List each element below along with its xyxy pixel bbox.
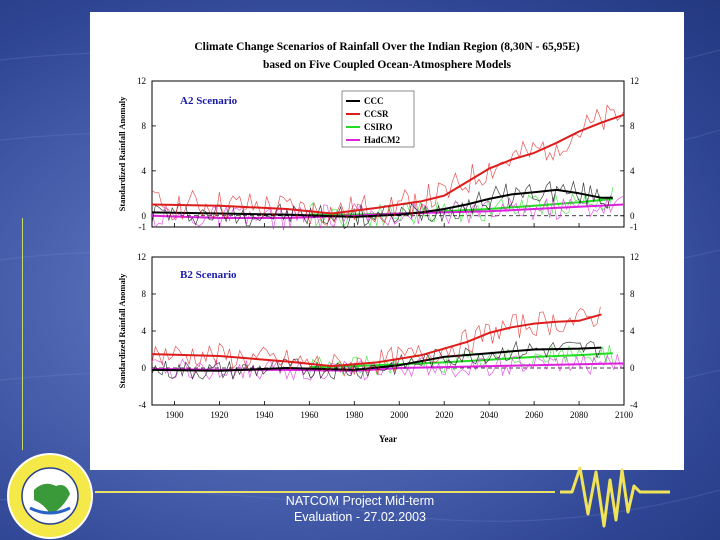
y-tick-label: 4 [142,326,147,336]
logo-wave-icon [29,506,71,515]
y-tick-label: 8 [142,289,147,299]
decorative-vertical-line [22,218,23,450]
series-line-ccsr [151,113,625,215]
squiggle-line [560,466,670,528]
seismograph-decoration [560,466,670,528]
panel-b2-scenario-label: B2 Scenario [180,269,237,281]
x-tick-label: 2060 [525,410,544,420]
y-tick-label-right: 8 [630,121,635,131]
series-noise-ccsr [151,104,625,226]
series-line-ccsr [151,313,602,368]
x-tick-label: 2020 [435,410,454,420]
rainfall-scenario-figure: Climate Change Scenarios of Rainfall Ove… [117,41,639,444]
chart-title-line2: based on Five Coupled Ocean-Atmosphere M… [263,59,512,71]
chart-title-line1: Climate Change Scenarios of Rainfall Ove… [194,41,580,53]
y-tick-label: 12 [137,76,146,86]
x-tick-label: 2100 [615,410,634,420]
panel-a2: Standardized Rainfall Anomaly A2 Scenari… [117,76,639,232]
y-tick-label-right: 0 [630,363,635,373]
panel-a2-frame [151,80,625,228]
y-tick-label-right: -1 [630,222,638,232]
panel-b2-ylabel: Standardized Rainfall Anomaly [117,273,127,389]
y-tick-label: 8 [142,121,147,131]
y-tick-label: -4 [139,400,147,410]
y-tick-label: 4 [142,166,147,176]
x-tick-label: 2080 [570,410,589,420]
series-noise-hadcm2 [151,196,625,231]
chart-panel: Climate Change Scenarios of Rainfall Ove… [90,12,684,470]
logo-map-icon [34,483,70,514]
x-axis-ticks: 1900 1920 1940 1960 1980 2000 2020 2040 2060 2080… [165,223,634,420]
footer-accent-line [95,491,555,493]
y-tick-label-right: -4 [630,400,638,410]
y-tick-label-right: 4 [630,326,635,336]
y-tick-label-right: 12 [630,76,639,86]
x-tick-label: 1900 [165,410,184,420]
legend-label-ccsr: CCSR [364,109,389,119]
y-tick-label-right: 4 [630,166,635,176]
y-tick-label: -1 [139,222,147,232]
legend-label-ccc: CCC [364,96,384,106]
series-line-ccc [151,188,613,218]
series-line-ccc [151,346,602,372]
x-axis-label: Year [379,434,397,444]
x-tick-label: 1960 [300,410,319,420]
x-tick-label: 1940 [255,410,274,420]
y-tick-label-right: 12 [630,252,639,262]
legend-label-hadcm2: HadCM2 [364,135,401,145]
legend-label-csiro: CSIRO [364,122,393,132]
y-tick-label: 12 [137,252,146,262]
panel-a2-ylabel: Standardized Rainfall Anomaly [117,96,127,212]
legend: CCC CCSR CSIRO HadCM2 [341,90,415,148]
y-tick-label: 0 [142,211,147,221]
footer-text: NATCOM Project Mid-term Evaluation - 27.… [258,493,462,525]
y-tick-label: 0 [142,363,147,373]
x-tick-label: 1980 [345,410,364,420]
y-tick-label-right: 8 [630,289,635,299]
x-tick-label: 1920 [210,410,229,420]
x-tick-label: 2000 [390,410,409,420]
panel-a2-scenario-label: A2 Scenario [180,95,238,107]
footer-line1: NATCOM Project Mid-term [285,494,435,508]
panel-b2: Standardized Rainfall Anomaly B2 Scenari… [117,252,639,410]
x-tick-label: 2040 [480,410,499,420]
series-noise-ccsr [151,306,601,377]
ministry-logo [7,453,93,539]
footer-line2: Evaluation - 27.02.2003 [293,510,427,524]
y-tick-label-right: 0 [630,211,635,221]
